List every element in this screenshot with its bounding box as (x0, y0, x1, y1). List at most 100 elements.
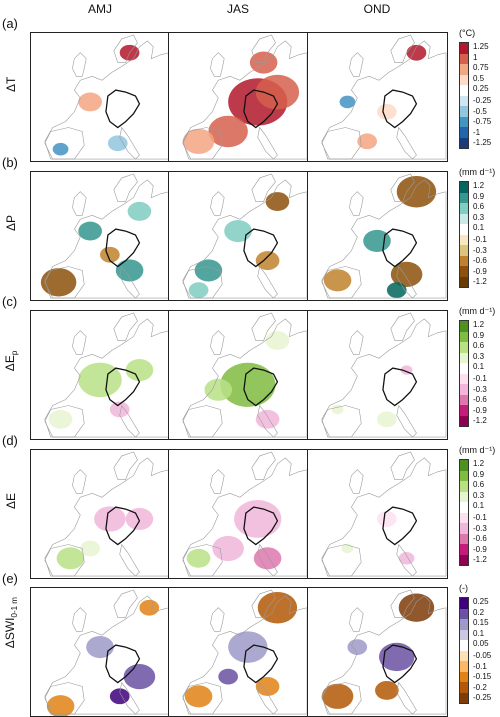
anomaly-patch (218, 668, 239, 685)
basin-outline (105, 89, 141, 129)
coastline (44, 40, 170, 160)
colorbar-segment (459, 203, 469, 214)
anomaly-patch (139, 599, 160, 616)
basin-outline (105, 644, 141, 684)
coastline (321, 595, 447, 715)
colorbar-segment (459, 692, 469, 704)
map-panel (30, 310, 171, 440)
anomaly-patch (52, 142, 69, 156)
coastline (182, 179, 308, 299)
map-panel (307, 32, 448, 162)
coastline (396, 126, 417, 160)
colorbar-segment (459, 234, 469, 245)
coastline (182, 318, 308, 438)
colorbar-segment (459, 137, 469, 149)
basin-outline (243, 367, 279, 407)
column-header-jas: JAS (226, 2, 249, 16)
anomaly-patch (396, 175, 437, 208)
colorbar-segment (459, 394, 469, 405)
anomaly-patch (357, 133, 378, 150)
colorbar (459, 459, 469, 566)
colorbar-segment (459, 650, 469, 661)
colorbar-segment (459, 619, 469, 630)
colorbar-tick-label: -1.2 (473, 277, 487, 286)
anomaly-patch (321, 683, 354, 709)
anomaly-patch (46, 695, 75, 716)
coastline (251, 173, 276, 202)
colorbar-segment (459, 181, 469, 193)
map-panel (307, 310, 448, 440)
colorbar-tick-label: -0.6 (473, 534, 487, 543)
anomaly-patch (228, 631, 268, 663)
coastline (72, 330, 87, 355)
coastline (321, 127, 362, 160)
colorbar-tick-label: -0.3 (473, 523, 487, 533)
coastline (113, 451, 138, 480)
anomaly-patch (265, 192, 290, 211)
colorbar (459, 181, 469, 288)
coastline (349, 191, 364, 216)
colorbar-tick-label: 1.25 (473, 42, 489, 51)
colorbar-tick-label: -0.6 (473, 256, 487, 265)
anomaly-patch (386, 282, 407, 299)
colorbar-segment (459, 363, 469, 374)
colorbar-tick-label: 0.1 (473, 362, 485, 371)
map-panel (168, 32, 309, 162)
row-variable-label: ΔEp (2, 350, 20, 372)
colorbar-tick-label: 1.2 (473, 181, 485, 190)
coastline (182, 595, 308, 715)
colorbar-segment (459, 127, 469, 138)
anomaly-patch (56, 547, 85, 570)
coastline (44, 405, 85, 438)
colorbar-tick-label: 0.6 (473, 480, 485, 489)
colorbar-tick-label: -1.25 (473, 138, 492, 147)
colorbar-tick-label: -0.05 (473, 651, 492, 660)
map-panel (30, 449, 171, 579)
colorbar-tick-label: 0.5 (473, 73, 485, 83)
colorbar-tick-label: -0.9 (473, 544, 487, 554)
anomaly-patch (100, 246, 120, 263)
colorbar-tick-label: 0.1 (473, 223, 485, 232)
coastline (390, 589, 415, 618)
panel-row-letter: (b) (2, 155, 18, 170)
anomaly-patch (265, 331, 290, 350)
row-variable-label: ΔP (4, 214, 18, 231)
anomaly-patch (377, 411, 397, 428)
colorbar-unit: (mm d⁻¹) (459, 167, 496, 177)
anomaly-patch (115, 259, 144, 282)
anomaly-patch (220, 362, 276, 407)
map-panel (307, 171, 448, 301)
coastline (44, 595, 170, 715)
map-panel (307, 587, 448, 717)
colorbar-tick-label: 1.2 (473, 459, 485, 468)
coastline (396, 543, 417, 577)
coastline (257, 126, 278, 160)
anomaly-patch (86, 636, 114, 659)
colorbar-tick-label: 0.2 (473, 607, 485, 617)
coastline (210, 191, 225, 216)
colorbar-tick-label: 0.25 (473, 597, 489, 606)
map-panel (168, 587, 309, 717)
colorbar-segment (459, 512, 469, 523)
colorbar-tick-label: -0.9 (473, 266, 487, 276)
coastline (44, 179, 170, 299)
colorbar-tick-label: -0.1 (473, 374, 487, 383)
coastline (321, 40, 447, 160)
colorbar-tick-label: 0.05 (473, 639, 489, 648)
colorbar-unit: (-) (459, 583, 468, 593)
basin-outline (382, 506, 418, 546)
coastline (349, 330, 364, 355)
colorbar-tick-label: -0.1 (473, 513, 487, 522)
anomaly-patch (375, 680, 399, 700)
colorbar-segment (459, 85, 469, 96)
colorbar-tick-label: 0.3 (473, 351, 485, 361)
colorbar-segment (459, 213, 469, 224)
colorbar-segment (459, 245, 469, 256)
anomaly-patch (204, 378, 233, 401)
anomaly-patch (377, 103, 397, 120)
colorbar-tick-label: 0.3 (473, 212, 485, 222)
row-variable-label: ΔT (4, 76, 18, 92)
colorbar-segment (459, 192, 469, 203)
colorbar-segment (459, 384, 469, 395)
colorbar-tick-label: -0.25 (473, 693, 492, 702)
